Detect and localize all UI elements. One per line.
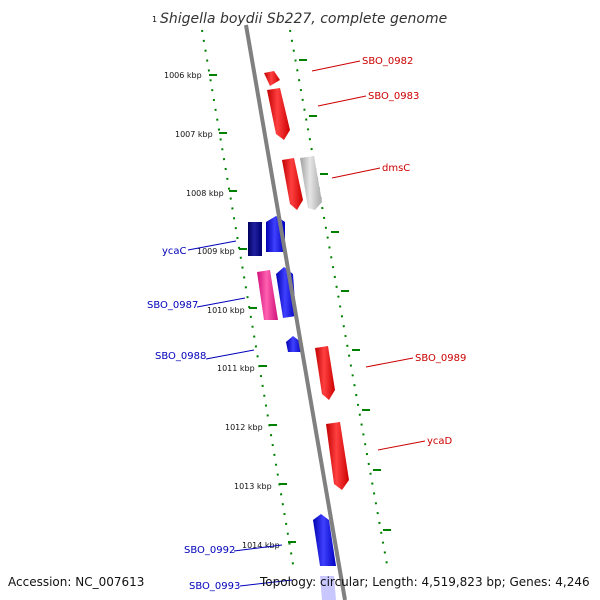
tick-label-1010: 1010 kbp — [207, 306, 245, 315]
gene-SBO_0983-arrow[interactable] — [267, 88, 290, 140]
gene-ycaD-arrow[interactable] — [326, 422, 349, 490]
leader-dmsC — [331, 167, 381, 179]
tick-label-1007: 1007 kbp — [175, 130, 213, 139]
tick-marks-left — [209, 74, 296, 543]
tick-label-1013: 1013 kbp — [234, 482, 272, 491]
tick-marks-right — [299, 59, 391, 531]
leader-ycaC — [187, 240, 237, 251]
gene-label-SBO_0988[interactable]: SBO_0988 — [155, 351, 206, 362]
leader-SBO_0993 — [239, 579, 293, 587]
accession-text: Accession: NC_007613 — [8, 575, 144, 589]
leader-SBO_0987 — [196, 297, 246, 308]
gene-label-SBO_0993[interactable]: SBO_0993 — [189, 581, 240, 592]
leader-SBO_0983 — [317, 95, 367, 107]
gene-label-dmsC[interactable]: dmsC — [382, 163, 410, 174]
gene-SBO_0987-arrow[interactable] — [257, 270, 278, 320]
genome-backbone — [244, 24, 347, 600]
tick-label-1012: 1012 kbp — [225, 423, 263, 432]
leader-SBO_0989 — [365, 357, 414, 368]
forward-track-dotted-line — [289, 29, 389, 571]
gene-label-ycaD[interactable]: ycaD — [427, 436, 453, 447]
gene-label-SBO_0987[interactable]: SBO_0987 — [147, 300, 198, 311]
tick-label-1009: 1009 kbp — [197, 247, 235, 256]
topology-text: Topology: circular; Length: 4,519,823 bp… — [259, 575, 590, 589]
tick-label-1008: 1008 kbp — [186, 189, 224, 198]
reverse-track-dotted-line — [201, 29, 295, 571]
leader-SBO_0988 — [205, 349, 255, 360]
gene-grey-arrow[interactable] — [300, 156, 322, 210]
title-position-prefix: 1 — [152, 15, 157, 24]
tick-label-1011: 1011 kbp — [217, 364, 255, 373]
tick-label-1014: 1014 kbp — [242, 541, 280, 550]
gene-dmsC-arrow[interactable] — [282, 158, 303, 210]
gene-label-SBO_0983[interactable]: SBO_0983 — [368, 91, 419, 102]
leader-ycaD — [377, 440, 426, 451]
genome-title: Shigella boydii Sb227, complete genome — [160, 11, 447, 27]
gene-SBO_0988-arrow[interactable] — [286, 336, 302, 352]
gene-SBO_0992-arrow[interactable] — [313, 514, 336, 566]
tick-label-1006: 1006 kbp — [164, 71, 202, 80]
leader-SBO_0992 — [233, 544, 283, 552]
leader-SBO_0982 — [311, 60, 361, 72]
gene-label-ycaC[interactable]: ycaC — [162, 246, 187, 257]
gene-SBO_0982-arrow[interactable] — [264, 71, 280, 86]
gene-label-SBO_0982[interactable]: SBO_0982 — [362, 56, 413, 67]
gene-SBO_0989-arrow[interactable] — [315, 346, 335, 400]
gene-SBO_0993-arrow[interactable] — [320, 576, 336, 600]
gene-label-SBO_0989[interactable]: SBO_0989 — [415, 353, 466, 364]
gene-ycaC-arrow[interactable] — [248, 222, 262, 256]
gene-label-SBO_0992[interactable]: SBO_0992 — [184, 545, 235, 556]
